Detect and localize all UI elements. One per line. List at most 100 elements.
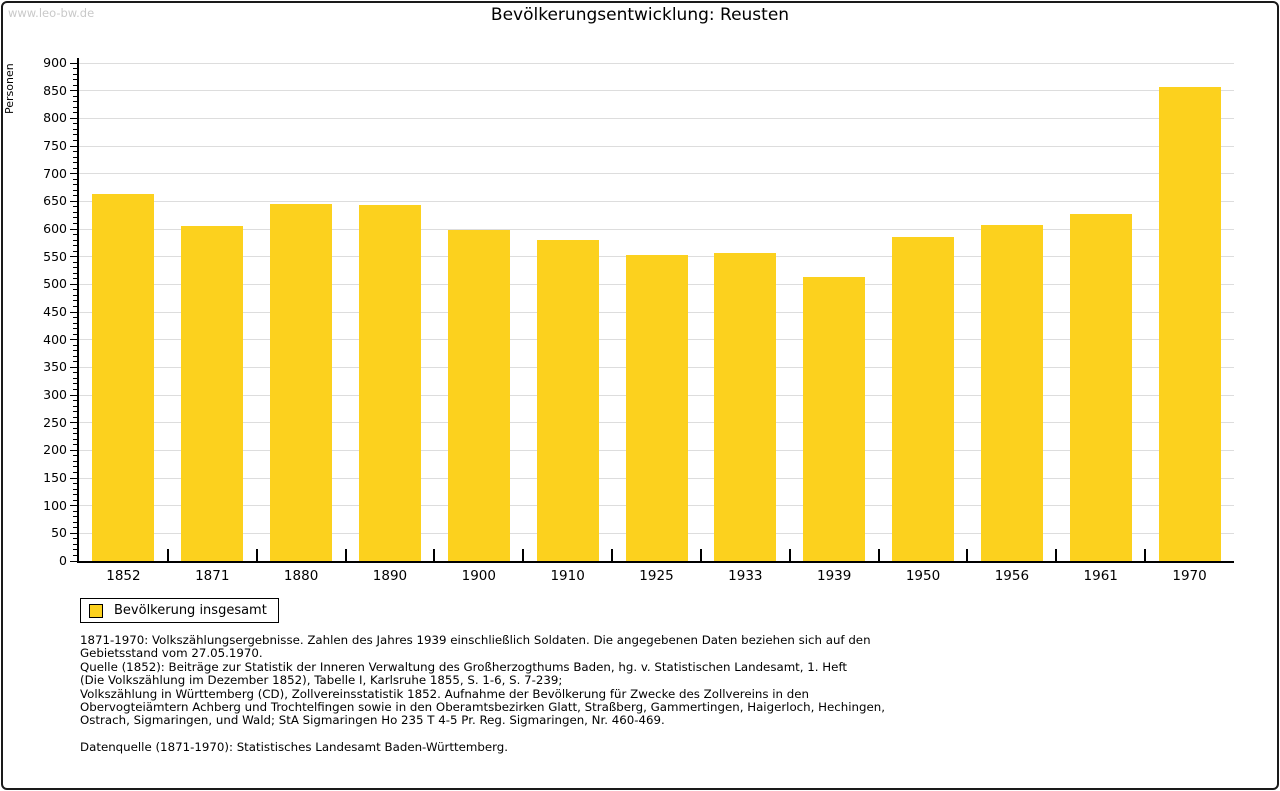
source-note-line: Volkszählung in Württemberg (CD), Zollve… [80,686,809,701]
y-axis-tick [73,516,77,518]
x-tick-label: 1871 [195,568,230,584]
x-tick-label: 1925 [639,568,674,584]
y-axis-tick [73,543,77,545]
y-axis-tick [73,444,77,446]
category-boundary-tick [699,549,702,561]
y-axis-tick [73,245,77,247]
category-boundary-tick [611,549,614,561]
x-tick-label: 1961 [1083,568,1118,584]
y-axis-tick [73,123,77,125]
y-axis-tick [73,250,77,252]
y-axis-tick [73,178,77,180]
y-tick-label: 100 [43,497,67,513]
category-boundary-tick [255,549,258,561]
y-axis-tick [73,261,77,263]
source-note-line: Obervogteiämtern Achberg und Trochtelfin… [80,700,885,715]
y-axis-tick [73,162,77,164]
y-axis-tick [73,538,77,540]
y-axis-tick [73,234,77,236]
y-axis-label: Personen [3,63,16,114]
bar [803,276,866,561]
y-axis-tick [70,505,77,507]
grid-line [79,228,1234,230]
category-boundary-tick [522,549,525,561]
y-axis-tick [73,211,77,213]
y-axis-tick [73,510,77,512]
x-tick-label: 1910 [550,568,585,584]
y-axis-tick [73,95,77,97]
y-axis-tick [73,333,77,335]
x-tick-label: 1900 [461,568,496,584]
y-axis-tick [73,427,77,429]
y-axis-tick [73,156,77,158]
y-axis-tick [73,272,77,274]
y-axis-tick [73,167,77,169]
bar [625,255,688,561]
y-axis-tick [73,350,77,352]
x-tick-label: 1970 [1172,568,1207,584]
bar [358,205,421,561]
legend: Bevölkerung insgesamt [80,598,279,623]
y-axis-tick [70,532,77,534]
y-axis-tick [73,73,77,75]
y-axis-tick [73,554,77,556]
watermark: www.leo-bw.de [8,6,95,20]
y-axis-tick [73,322,77,324]
bar [536,240,599,561]
y-axis-tick [70,200,77,202]
y-axis-tick [73,527,77,529]
y-axis-tick [70,422,77,424]
y-axis-tick [73,84,77,86]
y-tick-label: 50 [51,525,67,541]
y-tick-label: 150 [43,470,67,485]
y-axis-tick [73,134,77,136]
y-tick-label: 550 [43,248,67,264]
source-note-line: (Die Volkszählung im Dezember 1852), Tab… [80,673,563,688]
legend-swatch-icon [89,603,103,618]
y-axis-tick [73,549,77,551]
y-axis-tick [73,79,77,81]
y-axis-tick [73,184,77,186]
bar [447,230,510,561]
grid-line [79,62,1234,64]
y-axis-tick [70,256,77,258]
y-axis-tick [73,416,77,418]
y-tick-label: 250 [43,414,67,430]
y-axis-tick [70,62,77,64]
grid-line [79,145,1234,147]
x-tick-label: 1950 [905,568,941,584]
category-boundary-tick [344,549,347,561]
y-axis-tick [73,101,77,103]
y-axis-tick [73,361,77,363]
source-note-line: Ostrach, Sigmaringen, und Wald; StA Sigm… [80,713,665,728]
x-tick-label: 1852 [106,568,141,584]
y-axis-tick [73,400,77,402]
category-boundary-tick [166,549,169,561]
y-axis-line [77,58,79,63]
y-axis-tick [73,466,77,468]
y-axis-tick [73,383,77,385]
y-axis-tick [70,283,77,285]
y-axis-tick [70,145,77,147]
y-axis-tick [73,128,77,130]
category-boundary-tick [788,549,791,561]
y-axis-tick [73,433,77,435]
legend-label: Bevölkerung insgesamt [114,603,267,618]
category-boundary-tick [433,549,436,561]
bar [1069,214,1132,561]
y-axis-tick [70,173,77,175]
y-axis-tick [73,222,77,224]
y-tick-label: 800 [43,110,67,126]
y-axis-tick [73,460,77,462]
source-note-line: Quelle (1852): Beiträge zur Statistik de… [80,659,848,674]
category-boundary-tick [1144,549,1147,561]
y-tick-label: 600 [43,221,67,236]
x-tick-label: 1939 [817,568,852,584]
y-axis-tick [70,560,77,562]
y-axis-tick [70,90,77,92]
plot-area: 1852 1871 1880 1890 1900 1910 1925 1933 1939 1950… [43,56,1234,584]
bar [181,226,244,561]
bar [714,252,777,561]
chart-title: Bevölkerungsentwicklung: Reusten [490,5,790,25]
y-tick-label: 400 [43,331,67,347]
